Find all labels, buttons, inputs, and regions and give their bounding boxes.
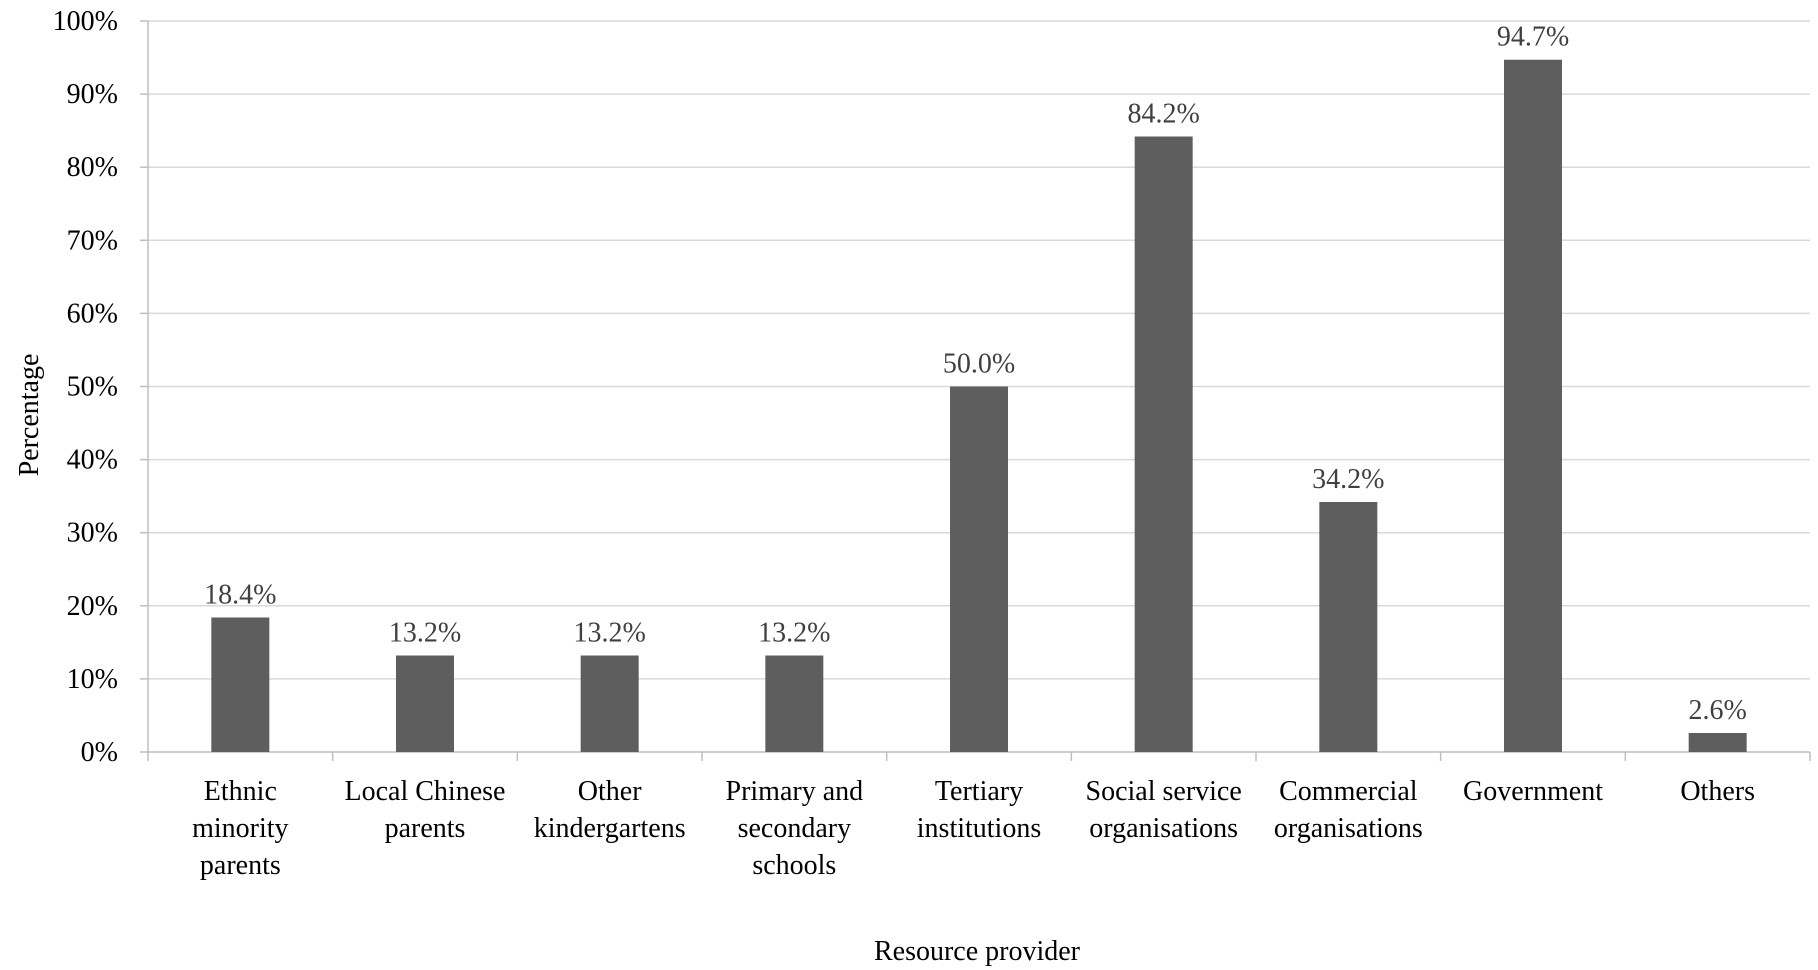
category-label-line: organisations (1274, 813, 1423, 844)
category-label: Tertiary institutions (917, 776, 1041, 844)
bar (1319, 501, 1378, 752)
category-label: Commercial organisations (1274, 776, 1423, 844)
category-label-line: secondary (738, 813, 852, 844)
data-label: 13.2% (574, 618, 646, 649)
category-label: Others (1680, 776, 1755, 807)
data-label: 18.4% (204, 579, 276, 610)
y-tick-label: 30% (67, 518, 118, 549)
data-label: 2.6% (1689, 695, 1747, 726)
x-category-labels: Ethnic minority parents Local Chinese parent… (192, 776, 1755, 881)
bar (396, 655, 454, 752)
y-tick-label: 90% (67, 79, 118, 110)
category-label-line: parents (385, 813, 466, 844)
bar (765, 655, 824, 752)
category-label-line: Local Chinese (345, 776, 506, 807)
category-label-line: schools (752, 850, 836, 881)
category-label-line: Social service (1086, 776, 1242, 807)
y-tick-label: 0% (81, 737, 118, 768)
y-tick-label: 10% (67, 664, 118, 695)
y-tick-label: 50% (67, 372, 118, 403)
category-label-line: Commercial (1279, 776, 1418, 807)
category-label-line: Ethnic (204, 776, 277, 807)
bar (580, 655, 639, 752)
category-label: Local Chinese parents (345, 776, 506, 844)
y-axis-title: Percentage (14, 354, 45, 477)
y-tick-label: 100% (53, 6, 118, 37)
bar (211, 617, 270, 752)
category-label-line: parents (200, 850, 281, 881)
category-label: Social service organisations (1086, 776, 1242, 844)
category-label-line: Others (1680, 776, 1755, 807)
y-tick-label: 60% (67, 298, 118, 329)
data-label: 84.2% (1128, 98, 1200, 129)
data-label: 13.2% (389, 618, 461, 649)
bar (1688, 732, 1747, 752)
y-tick-label: 70% (67, 225, 118, 256)
category-label-line: Other (578, 776, 642, 807)
data-label: 50.0% (943, 349, 1015, 380)
data-labels: 18.4% 13.2% 13.2% 13.2% 50.0% 84.2% 34.2% 94.7%… (204, 22, 1747, 726)
y-tick-labels: 0% 10% 20% 30% 40% 50% 60% 70% 80% 90% 100% (53, 6, 118, 768)
data-label: 34.2% (1312, 464, 1384, 495)
y-tick-label: 80% (67, 152, 118, 183)
y-tick-label: 40% (67, 445, 118, 476)
bar (950, 386, 1008, 752)
category-label-line: Government (1463, 776, 1603, 807)
category-label-line: Tertiary (935, 776, 1023, 807)
bars (211, 59, 1747, 753)
bar (1134, 136, 1193, 753)
y-tick-label: 20% (67, 591, 118, 622)
x-axis-title: Resource provider (874, 936, 1081, 967)
category-label-line: minority (192, 813, 288, 844)
category-label-line: institutions (917, 813, 1041, 844)
category-label-line: kindergartens (534, 813, 686, 844)
category-label: Government (1463, 776, 1603, 807)
data-label: 13.2% (758, 618, 830, 649)
category-label-line: Primary and (726, 776, 864, 807)
category-label-line: organisations (1089, 813, 1238, 844)
category-label: Other kindergartens (534, 776, 686, 844)
data-label: 94.7% (1497, 22, 1569, 53)
category-label: Ethnic minority parents (192, 776, 288, 881)
bar (1504, 59, 1562, 753)
category-label: Primary and secondary schools (726, 776, 864, 881)
